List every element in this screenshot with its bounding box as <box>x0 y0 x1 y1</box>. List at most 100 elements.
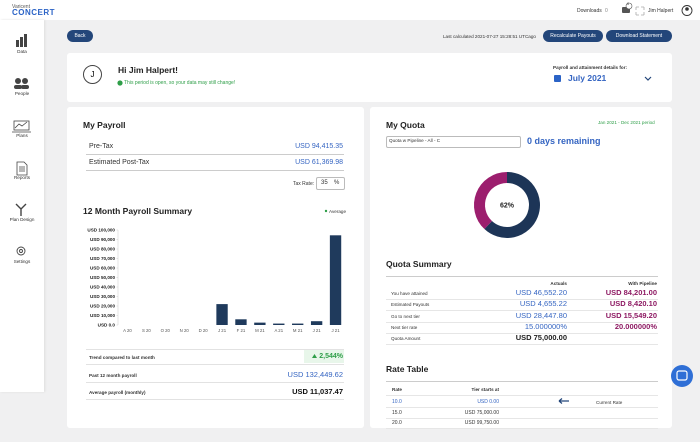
recalculate-button[interactable]: Recalculate Payouts <box>543 30 603 42</box>
nav-item[interactable]: Data <box>17 49 27 54</box>
qs-label: Quota Amount <box>391 336 421 342</box>
qs-label: You have attained <box>391 291 428 296</box>
product: CONCERT <box>12 8 56 17</box>
brand: Varicent <box>12 4 30 10</box>
greeting: Hi Jim Halpert! <box>118 65 178 75</box>
payroll-chart: Average USD 0.0 USD 10,000 USD 20,000 USD 30… <box>87 209 346 333</box>
quota-period: Jan 2021 - Dec 2021 period <box>598 120 655 125</box>
quota-donut: 62% <box>474 172 540 238</box>
rate: 20.0 <box>392 420 402 426</box>
x-tick-label: J 21 <box>218 328 227 333</box>
divider <box>386 276 658 277</box>
y-tick-label: USD 100,000 <box>87 228 115 233</box>
current-rate: Current Rate <box>596 400 623 405</box>
x-tick-label: M 21 <box>255 328 265 333</box>
payroll-value: USD 94,415.35 <box>295 143 343 150</box>
divider <box>86 349 344 350</box>
expand-icon[interactable] <box>635 6 645 16</box>
qs-label: Estimated Payouts <box>391 302 430 308</box>
nav-item[interactable]: Plan Design <box>9 217 35 222</box>
divider <box>386 344 658 346</box>
x-tick-label: F 21 <box>237 328 246 333</box>
divider <box>86 382 344 383</box>
qs-actual: USD 4,655.22 <box>519 299 567 309</box>
payroll-label: Estimated Post-Tax <box>89 159 150 166</box>
qs-label: Go to next tier <box>391 313 420 319</box>
y-tick-label: USD 80,000 <box>90 247 115 252</box>
sidebar <box>0 20 44 392</box>
downloads-count: 0 <box>605 8 608 14</box>
legend-marker <box>324 209 328 213</box>
donut-segment <box>484 172 540 238</box>
divider <box>386 428 658 429</box>
top-icons <box>622 2 693 16</box>
divider <box>386 310 658 312</box>
divider <box>386 395 658 396</box>
quota-selector[interactable] <box>386 136 521 148</box>
quota-summary-title: Quota Summary <box>386 259 452 269</box>
legend-label: Average <box>329 209 346 214</box>
bar <box>235 319 247 325</box>
quota-title: My Quota <box>386 120 425 130</box>
divider <box>386 381 658 382</box>
qs-actual: 15.000000% <box>524 321 567 331</box>
tax-rate-label: Tax Rate: <box>293 181 315 187</box>
qs-actual: USD 28,447.80 <box>515 310 567 320</box>
chat-button[interactable] <box>670 364 694 388</box>
bar <box>292 323 304 325</box>
divider <box>386 299 658 300</box>
payroll-title: My Payroll <box>83 120 126 130</box>
nav-item[interactable]: Plans <box>16 133 28 138</box>
current-arrow <box>558 398 569 404</box>
tier-start: USD 99,750.00 <box>464 420 499 426</box>
tier-start: USD 0.00 <box>477 399 499 405</box>
rate: 10.0 <box>392 399 402 405</box>
x-tick-label: A 20 <box>123 328 132 333</box>
last-calculated: Last calculated 2021-07-27 15:28:51 UTCa… <box>443 34 536 39</box>
y-tick-label: USD 60,000 <box>90 266 115 271</box>
y-tick-label: USD 0.0 <box>98 323 116 328</box>
x-tick-label: A 21 <box>274 328 283 333</box>
bar <box>273 323 285 325</box>
bar <box>216 304 228 325</box>
divider <box>86 399 344 400</box>
user-name[interactable]: Jim Halpert <box>648 8 674 14</box>
divider <box>386 321 658 323</box>
arrow-shape <box>558 398 569 404</box>
check-icon <box>117 80 123 86</box>
tax-rate-unit: % <box>334 180 340 186</box>
y-tick-label: USD 10,000 <box>90 313 115 318</box>
period-notice: This period is open, so your data may st… <box>124 80 236 86</box>
x-tick-label: S 20 <box>142 328 151 333</box>
divider <box>86 170 344 171</box>
header-card <box>67 53 672 102</box>
back-button[interactable]: Back <box>67 30 93 42</box>
y-tick-label: USD 20,000 <box>90 304 115 309</box>
qs-actual: USD 75,000.00 <box>515 333 567 343</box>
rate-table-title: Rate Table <box>386 364 429 374</box>
qs-label: Next tier rate <box>391 324 418 330</box>
notifications: 0 <box>627 1 630 6</box>
bar <box>310 321 323 325</box>
y-tick-label: USD 40,000 <box>90 285 115 290</box>
user-icon[interactable] <box>681 5 693 16</box>
tax-rate-input[interactable] <box>316 177 345 190</box>
days-remaining: 0 days remaining <box>527 136 601 146</box>
nav-item[interactable]: Settings <box>13 259 31 264</box>
qs-pipeline: USD 15,549.20 <box>605 310 657 320</box>
qs-pipeline: USD 8,420.10 <box>609 299 657 309</box>
x-tick-label: M 21 <box>293 328 303 333</box>
rate: 15.0 <box>392 409 402 416</box>
nav-item[interactable]: People <box>14 91 30 96</box>
trend-bg <box>304 350 344 363</box>
downloads[interactable]: Downloads <box>577 8 602 14</box>
payroll-label: Pre-Tax <box>89 143 114 150</box>
nav-item[interactable]: Reports <box>13 175 31 180</box>
y-tick-label: USD 90,000 <box>90 237 115 242</box>
qs-pipeline: 20.000000% <box>614 321 657 331</box>
period[interactable]: July 2021 <box>568 73 607 83</box>
y-tick-label: USD 30,000 <box>90 294 115 299</box>
download-button[interactable]: Download Statement <box>606 30 672 42</box>
qs-pipeline: USD 84,201.00 <box>605 288 657 297</box>
